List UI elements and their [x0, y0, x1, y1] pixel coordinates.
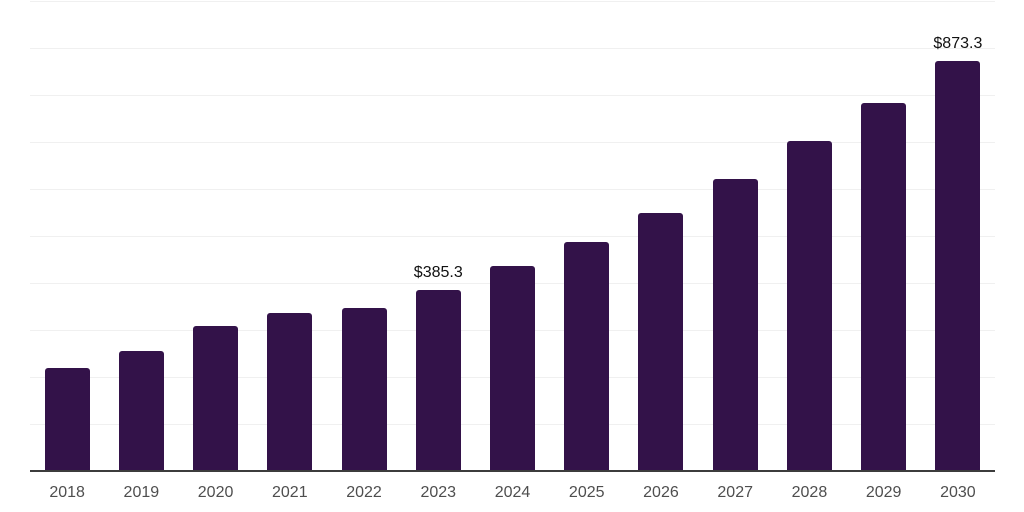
bar-2028 — [786, 140, 832, 471]
bar-2024 — [490, 266, 535, 471]
gridline-900 — [30, 47, 995, 49]
x-tick-2030: 2030 — [940, 484, 976, 501]
x-tick-2024: 2024 — [494, 484, 531, 501]
x-tick-2021: 2021 — [272, 484, 308, 501]
x-tick-2029: 2029 — [865, 484, 902, 501]
x-tick-2022: 2022 — [346, 484, 382, 501]
x-tick-2026: 2026 — [643, 484, 679, 501]
bar-2030 — [935, 60, 981, 471]
gridline-800 — [30, 94, 995, 96]
bar-2022 — [341, 307, 387, 471]
value-label-2023: $385.3 — [413, 263, 463, 281]
bar-2027 — [712, 179, 758, 471]
bar-2019 — [118, 350, 164, 471]
bar-2026 — [638, 213, 684, 471]
x-axis-line — [30, 470, 995, 472]
value-label-2030: $873.3 — [933, 34, 983, 52]
x-tick-2018: 2018 — [49, 484, 85, 501]
bar-2029 — [861, 102, 907, 471]
bar-2021 — [267, 313, 313, 471]
x-tick-2025: 2025 — [568, 484, 605, 501]
bar-2023 — [415, 289, 461, 471]
gridline-700 — [30, 141, 995, 143]
gridline-600 — [30, 188, 995, 190]
x-tick-2028: 2028 — [791, 484, 828, 501]
gridline-1000 — [30, 0, 995, 2]
x-tick-2027: 2027 — [717, 484, 753, 501]
x-tick-2019: 2019 — [123, 484, 160, 501]
bar-2020 — [193, 326, 239, 471]
gridline-500 — [30, 235, 995, 237]
x-tick-2020: 2020 — [197, 484, 234, 501]
bar-2018 — [44, 368, 90, 471]
bar-2025 — [564, 242, 610, 471]
x-tick-2023: 2023 — [420, 484, 457, 501]
